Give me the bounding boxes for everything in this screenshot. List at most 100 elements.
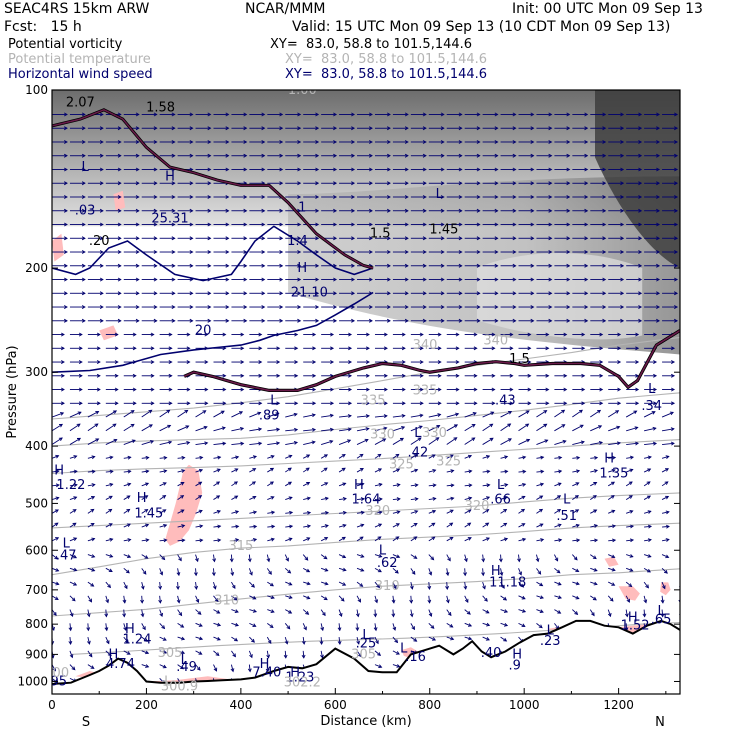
wind-vector-head [60, 346, 65, 351]
wind-vector [626, 426, 639, 432]
wind-vector-head [393, 585, 397, 590]
wind-vector-shaft [572, 539, 580, 542]
wind-vector-head [554, 557, 559, 562]
wind-vector-head [522, 609, 527, 613]
wind-vector-head [620, 236, 625, 241]
wind-vector-head [431, 454, 436, 458]
wind-vector [428, 112, 445, 117]
wind-vector [518, 523, 526, 528]
wind-vector-shaft [554, 524, 562, 528]
wind-vector [267, 609, 275, 613]
wind-vector-shaft [608, 457, 616, 459]
wind-vector-head [55, 581, 60, 586]
wind-vector-head [539, 508, 544, 513]
wind-vector [105, 360, 119, 364]
wind-vector-shaft [231, 650, 236, 657]
wind-vector-shaft [500, 509, 507, 514]
wind-vector-shaft [644, 427, 656, 432]
wind-vector-head [638, 250, 643, 254]
wind-vector-shaft [266, 664, 269, 672]
wind-vector-head [178, 612, 183, 617]
wind-vector-shaft [141, 482, 149, 487]
wind-vector-shaft [392, 454, 399, 459]
contour-annotation: H [54, 464, 64, 479]
wind-vector-head [145, 650, 150, 655]
wind-vector [52, 195, 68, 199]
wind-vector-head [162, 482, 167, 486]
wind-vector-shaft [249, 428, 262, 432]
wind-vector [213, 609, 221, 614]
wind-vector-shaft [464, 537, 472, 542]
wind-vector [105, 650, 112, 657]
wind-vector-shaft [356, 595, 361, 603]
wind-vector [463, 582, 468, 590]
wind-vector-head [266, 558, 271, 563]
wind-vector-head [653, 360, 658, 364]
wind-vector-head [73, 483, 78, 488]
wind-vector-head [94, 423, 99, 428]
wind-vector-head [159, 571, 164, 576]
wind-vector [105, 495, 113, 500]
wind-vector-shaft [464, 582, 467, 590]
wind-vector-head [411, 626, 416, 631]
wind-vector-head [584, 167, 589, 172]
wind-vector-head [383, 426, 388, 431]
wind-vector-head [81, 167, 86, 172]
wind-vector [249, 401, 263, 406]
wind-vector-head [599, 401, 604, 406]
wind-vector-head [127, 455, 132, 460]
wind-vector-head [602, 263, 607, 268]
wind-vector [247, 554, 252, 563]
wind-vector [464, 609, 471, 615]
wind-vector [159, 401, 173, 406]
wind-vector [87, 318, 104, 323]
wind-vector [339, 291, 356, 296]
wind-vector [267, 441, 281, 446]
wind-vector [177, 153, 194, 158]
wind-vector [68, 637, 73, 646]
wind-vector-head [689, 428, 692, 431]
wind-vector-shaft [446, 522, 453, 528]
wind-vector-shaft [303, 414, 316, 418]
wind-vector-shaft [249, 622, 256, 627]
wind-vector [590, 208, 607, 213]
wind-vector-head [445, 586, 450, 591]
wind-vector-head [539, 582, 544, 587]
wind-vector [231, 263, 248, 268]
field-wind-label: Horizontal wind speed [8, 67, 153, 82]
wind-vector [321, 387, 335, 392]
wind-vector [500, 509, 508, 514]
wind-vector-shaft [213, 468, 221, 473]
wind-vector-head [243, 236, 248, 241]
wind-vector-shaft [195, 539, 203, 542]
wind-vector-shaft [195, 622, 203, 627]
wind-vector [518, 140, 535, 144]
wind-vector [356, 482, 365, 487]
wind-vector-shaft [105, 636, 110, 644]
wind-vector-shaft [123, 495, 131, 500]
wind-vector [123, 410, 135, 418]
wind-vector [625, 481, 633, 487]
wind-vector-head [512, 195, 517, 199]
wind-vector [230, 568, 235, 577]
wind-vector [643, 468, 652, 473]
wind-vector [86, 636, 91, 645]
wind-vector-shaft [410, 454, 418, 459]
wind-vector-head [117, 167, 122, 172]
wind-vector [356, 581, 364, 587]
wind-vector-shaft [643, 595, 647, 603]
wind-vector [410, 568, 416, 575]
wind-vector-head [455, 387, 460, 392]
wind-vector-head [180, 665, 184, 670]
wind-vector [680, 333, 692, 336]
wind-vector [392, 236, 409, 241]
wind-vector-head [521, 623, 526, 628]
wind-vector-shaft [105, 495, 113, 500]
wind-vector-head [293, 412, 298, 417]
wind-vector-head [689, 361, 692, 364]
wind-vector [500, 346, 514, 351]
wind-vector [123, 208, 140, 213]
wind-vector-head [418, 425, 423, 429]
wind-vector-head [135, 167, 140, 172]
wind-vector-head [545, 346, 550, 351]
